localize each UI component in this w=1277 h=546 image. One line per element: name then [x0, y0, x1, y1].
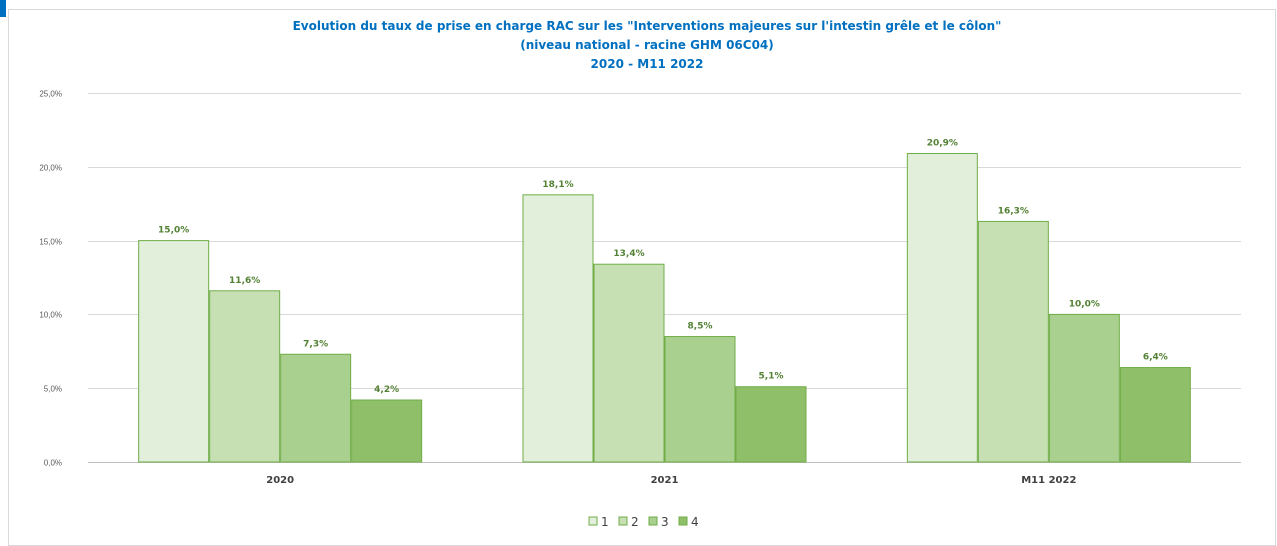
bar-series-4 [351, 399, 423, 463]
bar-series-1 [906, 153, 978, 463]
data-label: 7,3% [303, 339, 328, 349]
data-label: 13,4% [613, 249, 644, 259]
legend-label: 4 [691, 515, 699, 529]
bar-series-2 [593, 263, 665, 463]
legend-label: 1 [601, 515, 609, 529]
bar-series-4 [1119, 367, 1191, 463]
data-label: 16,3% [998, 206, 1029, 216]
legend-label: 2 [631, 515, 639, 529]
y-tick-label: 25,0% [39, 90, 62, 99]
legend: 1 2 3 4 [588, 515, 699, 529]
y-tick-label: 10,0% [39, 311, 62, 320]
bar-series-2 [977, 220, 1049, 463]
bar-series-3 [280, 353, 352, 463]
accent-bar [0, 0, 6, 17]
x-axis-categories: 2020 2021 M11 2022 [266, 475, 1076, 486]
chart-title-line: Evolution du taux de prise en charge RAC… [293, 19, 1002, 33]
chart-title: Evolution du taux de prise en charge RAC… [293, 19, 1002, 71]
data-labels: 15,0% 11,6% 7,3% 4,2% 18,1% 13,4% 8,5% 5,1% 20,9… [158, 139, 1168, 395]
chart-title-line: 2020 - M11 2022 [591, 57, 704, 71]
data-label: 4,2% [374, 385, 399, 395]
bar-series-2 [209, 290, 281, 463]
y-tick-label: 20,0% [39, 164, 62, 173]
bar-series-4 [735, 386, 807, 463]
data-label: 10,0% [1069, 299, 1100, 309]
legend-swatch [678, 516, 688, 526]
y-axis-ticks: 0,0% 5,0% 10,0% 15,0% 20,0% 25,0% [39, 90, 62, 468]
y-tick-label: 15,0% [39, 238, 62, 247]
data-label: 15,0% [158, 226, 189, 236]
data-label: 20,9% [927, 139, 958, 149]
y-tick-label: 5,0% [44, 385, 62, 394]
bar-series-1 [138, 240, 210, 463]
data-label: 5,1% [759, 372, 784, 382]
x-category-label: 2021 [651, 475, 679, 486]
data-label: 6,4% [1143, 353, 1168, 363]
data-label: 8,5% [688, 322, 713, 332]
bar-series-3 [664, 336, 736, 463]
chart-title-line: (niveau national - racine GHM 06C04) [520, 38, 774, 52]
legend-swatch [588, 516, 598, 526]
x-category-label: M11 2022 [1021, 475, 1076, 486]
bar-series-1 [522, 194, 594, 463]
y-tick-label: 0,0% [44, 459, 62, 468]
legend-label: 3 [661, 515, 669, 529]
legend-swatch [648, 516, 658, 526]
x-category-label: 2020 [266, 475, 294, 486]
bar-series-3 [1048, 313, 1120, 463]
data-label: 11,6% [229, 276, 260, 286]
legend-swatch [618, 516, 628, 526]
data-label: 18,1% [542, 180, 573, 190]
bars [138, 153, 1191, 463]
